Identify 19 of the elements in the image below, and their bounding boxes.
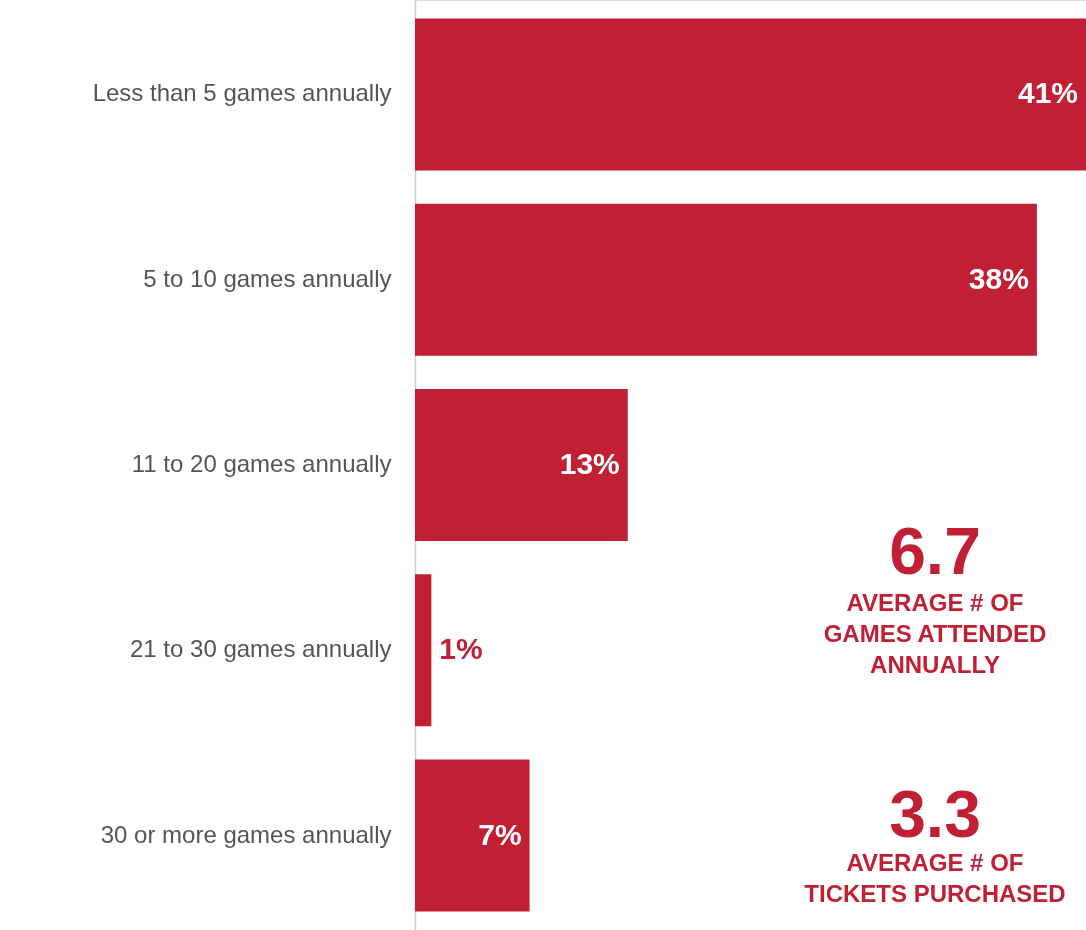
- data-label: 38%: [968, 261, 1029, 295]
- y-tick-label: 11 to 20 games annually: [131, 450, 392, 477]
- data-label: 41%: [1017, 76, 1078, 110]
- y-tick-label: 21 to 30 games annually: [129, 635, 392, 663]
- annotation: AVERAGE # OF GAMES ATTENDED ANNUALLY: [823, 589, 1047, 678]
- bar: [415, 574, 432, 727]
- bar: [415, 759, 530, 912]
- annotation: 6.7: [889, 514, 981, 588]
- bar: [415, 18, 1086, 171]
- bar: [415, 203, 1037, 356]
- data-label: 13%: [559, 447, 620, 480]
- data-label: 1%: [439, 632, 483, 666]
- data-label: 7%: [478, 817, 522, 851]
- annotation: 3.3: [889, 777, 981, 851]
- y-tick-label: 30 or more games annually: [100, 820, 392, 848]
- y-tick-label: Less than 5 games annually: [92, 79, 392, 107]
- y-tick-label: 5 to 10 games annually: [143, 264, 392, 292]
- bar: [415, 389, 628, 541]
- annotation: AVERAGE # OF TICKETS PURCHASED: [804, 849, 1066, 907]
